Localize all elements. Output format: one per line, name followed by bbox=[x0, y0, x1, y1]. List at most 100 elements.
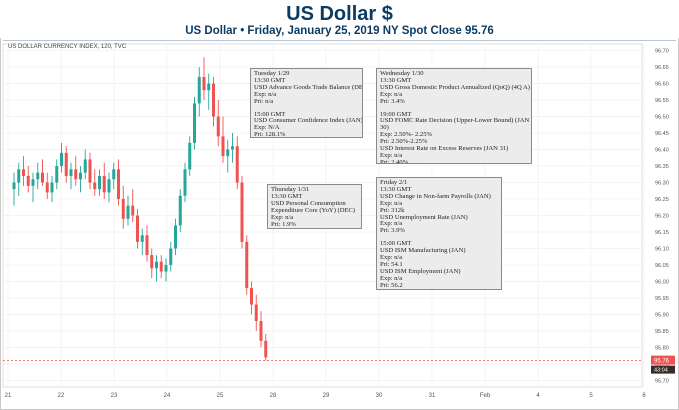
event-line: 19:00 GMT bbox=[380, 110, 412, 118]
event-line: Exp: n/a bbox=[254, 90, 277, 98]
y-tick-label: 95.95 bbox=[655, 296, 669, 302]
event-box-tuesday: Tuesday 1/29 13:30 GMT USD Advance Goods T… bbox=[250, 68, 363, 138]
event-line: Exp: N/A bbox=[254, 124, 280, 132]
y-tick-label: 95.75 bbox=[655, 362, 669, 368]
candle-body bbox=[88, 159, 92, 183]
x-tick-label: 29 bbox=[323, 393, 330, 399]
candle-body bbox=[79, 172, 82, 180]
event-line: 13:30 GMT bbox=[380, 76, 412, 84]
event-line: Exp: n/a bbox=[380, 199, 403, 207]
candle-body bbox=[207, 83, 211, 91]
event-line: USD Gross Domestic Product Annualized (Q… bbox=[380, 83, 530, 91]
y-tick-label: 96.35 bbox=[655, 164, 669, 170]
candle-body bbox=[112, 169, 116, 180]
event-line: Friday 2/1 bbox=[380, 179, 408, 186]
candle-body bbox=[17, 169, 21, 183]
event-line: Expenditure Core (YoY) (DEC) bbox=[271, 206, 356, 214]
event-line: Pri: 3.9% bbox=[380, 227, 405, 235]
x-tick-label: 22 bbox=[58, 393, 65, 399]
candle-body bbox=[126, 205, 130, 219]
candle-body bbox=[26, 175, 30, 186]
event-line: USD FOMC Rate Decision (Upper-Lower Boun… bbox=[380, 117, 530, 125]
candle-body bbox=[231, 146, 234, 150]
candle-body bbox=[264, 340, 268, 358]
candle-body bbox=[250, 288, 253, 305]
event-line: Exp: n/a bbox=[271, 213, 294, 221]
x-tick-label: 5 bbox=[589, 393, 593, 399]
x-tick-label: Feb bbox=[480, 393, 491, 399]
candle-body bbox=[245, 241, 249, 289]
event-line: USD ISM Employment (JAN) bbox=[380, 267, 461, 275]
candle-body bbox=[12, 182, 16, 190]
header-divider bbox=[3, 40, 676, 41]
chart-symbol-label: US DOLLAR CURRENCY INDEX, 120, TVC bbox=[8, 44, 127, 50]
event-line: 13:30 GMT bbox=[254, 76, 286, 84]
y-tick-label: 95.90 bbox=[655, 312, 669, 318]
candle-body bbox=[159, 261, 163, 272]
candle-body bbox=[212, 83, 215, 117]
event-line: USD Advance Goods Trade Balance (DEC) bbox=[254, 83, 363, 91]
y-tick-label: 96.30 bbox=[655, 181, 669, 187]
event-line: 13:30 GMT bbox=[271, 192, 303, 200]
candle-body bbox=[83, 159, 87, 173]
candle-body bbox=[174, 225, 177, 249]
event-line: Exp: n/a bbox=[380, 151, 403, 159]
candle-body bbox=[131, 205, 135, 216]
candle-body bbox=[235, 146, 239, 183]
candle-body bbox=[226, 149, 230, 157]
event-line: USD Personal Consumption bbox=[271, 199, 346, 207]
candle-body bbox=[202, 76, 206, 91]
countdown-tag bbox=[651, 365, 675, 374]
candle-body bbox=[117, 169, 120, 200]
candle-body bbox=[31, 179, 35, 186]
x-tick-label: 21 bbox=[5, 393, 12, 399]
event-line: 30) bbox=[380, 124, 389, 132]
y-tick-label: 96.00 bbox=[655, 279, 669, 285]
y-tick-label: 96.50 bbox=[655, 115, 669, 121]
event-line: 15:00 GMT bbox=[380, 240, 412, 248]
event-line: USD ISM Manufacturing (JAN) bbox=[380, 247, 466, 255]
candle-body bbox=[107, 179, 111, 193]
y-tick-label: 96.60 bbox=[655, 82, 669, 88]
candle-body bbox=[50, 182, 54, 193]
candle-body bbox=[254, 304, 258, 322]
candle-body bbox=[178, 195, 182, 226]
event-box-wednesday: Wednesday 1/30 13:30 GMT USD Gross Domesti… bbox=[376, 68, 532, 164]
candle-body bbox=[150, 255, 154, 269]
y-tick-label: 95.70 bbox=[655, 378, 669, 384]
y-tick-label: 96.20 bbox=[655, 214, 669, 220]
event-line: Exp: n/a bbox=[380, 90, 403, 98]
x-tick-label: 31 bbox=[429, 393, 436, 399]
event-line: Wednesday 1/30 bbox=[380, 70, 424, 77]
event-line: Pri: 3.4% bbox=[380, 97, 405, 105]
event-line: USD Unemployment Rate (JAN) bbox=[380, 213, 468, 221]
candle-body bbox=[169, 248, 173, 265]
y-tick-label: 96.25 bbox=[655, 197, 669, 203]
candle-body bbox=[188, 142, 192, 170]
candle-body bbox=[193, 103, 196, 143]
y-tick-label: 96.15 bbox=[655, 230, 669, 236]
event-line: Pri: 312k bbox=[380, 206, 405, 214]
event-line: Thursday 1/31 bbox=[271, 186, 310, 193]
event-line: USD Change in Non-farm Payrolls (JAN) bbox=[380, 192, 491, 200]
y-tick-label: 96.70 bbox=[655, 49, 669, 55]
candle-body bbox=[41, 172, 44, 183]
event-line: USD Consumer Confidence Index (JAN) bbox=[254, 117, 363, 125]
event-line: Pri: 56.2 bbox=[380, 281, 403, 289]
candle-body bbox=[74, 169, 78, 180]
candle-body bbox=[240, 182, 244, 242]
last-price-tag bbox=[651, 355, 675, 365]
chart-title: US Dollar $ bbox=[286, 3, 393, 25]
x-tick-label: 30 bbox=[376, 393, 383, 399]
y-tick-label: 95.80 bbox=[655, 345, 669, 351]
candle-body bbox=[55, 166, 59, 183]
candle-body bbox=[121, 199, 125, 219]
event-line: USD Interest Rate on Excess Reserves (JA… bbox=[380, 145, 509, 153]
candle-body bbox=[64, 152, 68, 176]
y-tick-label: 96.40 bbox=[655, 148, 669, 154]
x-tick-label: 23 bbox=[111, 393, 118, 399]
event-line: Pri: n/a bbox=[254, 97, 274, 105]
y-tick-label: 96.45 bbox=[655, 131, 669, 137]
event-box-friday: Friday 2/1 13:30 GMT USD Change in Non-far… bbox=[376, 177, 502, 290]
event-line: Tuesday 1/29 bbox=[254, 70, 290, 77]
